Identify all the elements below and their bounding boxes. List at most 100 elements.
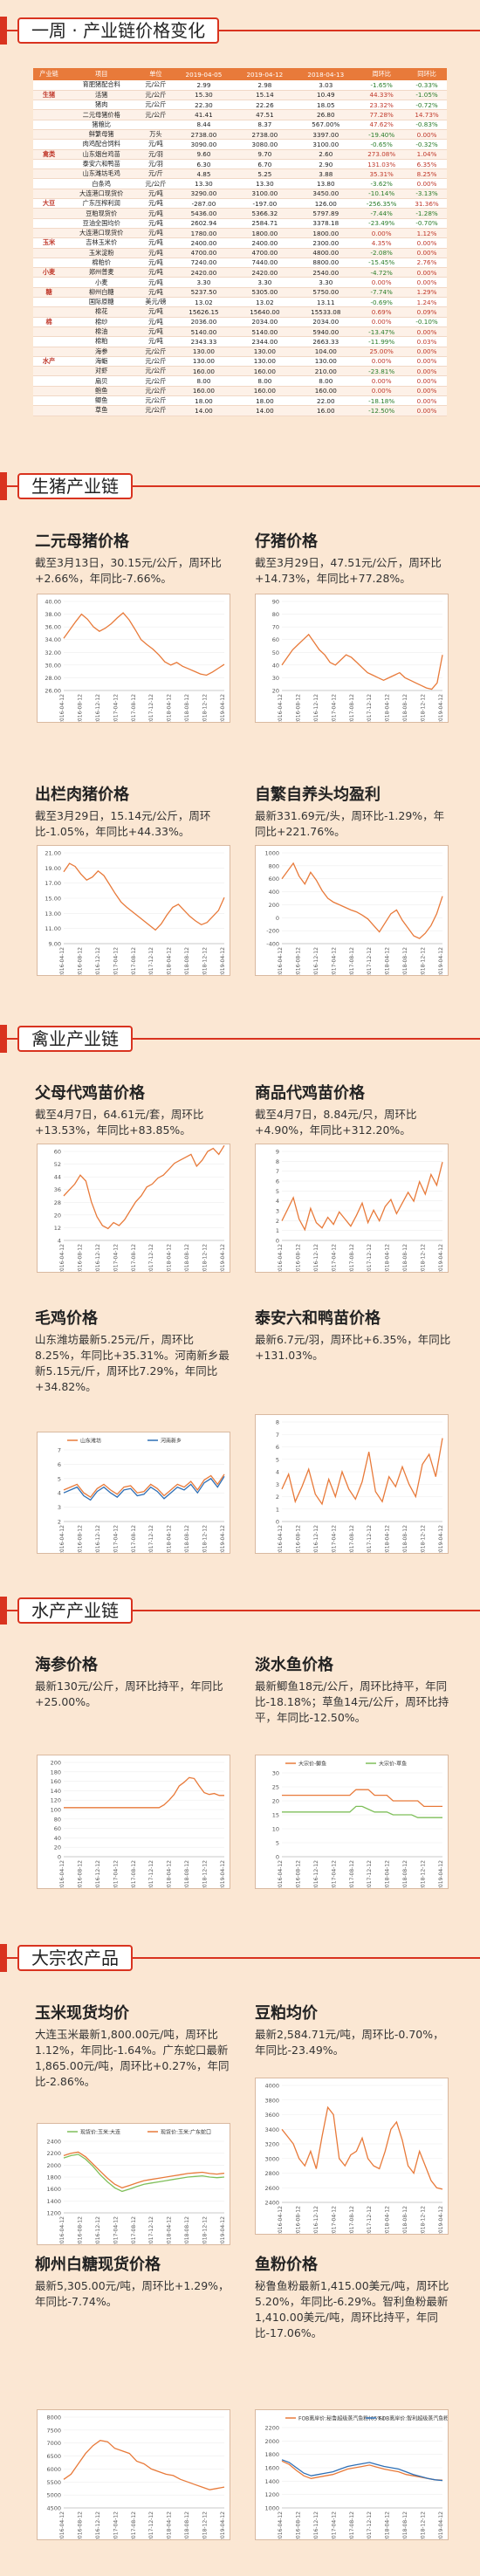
legend-label: 现货价:玉米:大连	[80, 2129, 120, 2136]
table-cell-yoy: 0.00%	[407, 248, 447, 258]
table-cell-a: 41.41	[173, 109, 235, 120]
table-cell-unit: 元/吨	[138, 336, 174, 347]
table-header-cell: 产业链	[33, 68, 65, 80]
x-tick-label: 2018-04-12	[385, 694, 391, 722]
card-text: 截至3月29日，15.14元/公斤，周环比-1.05%，年同比+44.33%。	[35, 809, 211, 838]
y-tick-label: 2	[276, 1218, 279, 1225]
table-cell-wow: 0.00%	[356, 375, 408, 387]
card-text: 截至4月7日，64.61元/套，周环比+13.53%，年同比+83.85%。	[35, 1108, 204, 1137]
table-cell-yoy: -0.72%	[407, 100, 447, 111]
y-tick-label: 3200	[264, 2141, 279, 2148]
x-tick-label: 2018-08-12	[184, 2216, 190, 2244]
table-cell-item: 对虾	[65, 366, 139, 377]
x-tick-label: 2017-08-12	[131, 1860, 137, 1888]
series-line	[63, 1144, 225, 1230]
x-tick-label: 2018-12-12	[202, 947, 209, 975]
table-cell-wow: 35.31%	[356, 168, 408, 180]
table-cell-unit: 元/吨	[138, 258, 174, 269]
x-tick-label: 2017-08-12	[349, 947, 355, 975]
x-tick-label: 2016-04-12	[59, 1860, 65, 1888]
table-cell-b: 2.98	[234, 80, 296, 91]
y-tick-label: 7	[58, 1447, 61, 1454]
table-cell-item: 玉米淀粉	[65, 248, 139, 258]
table-cell-unit: 元/公斤	[138, 356, 174, 368]
x-tick-label: 2018-04-12	[385, 1244, 391, 1272]
legend-label: 现货价:玉米:广东蛇口	[161, 2129, 211, 2136]
x-tick-label: 2018-04-12	[167, 694, 173, 722]
x-tick-label: 2019-04-12	[438, 2511, 444, 2539]
table-cell-wow: 131.03%	[356, 159, 408, 170]
table-cell-b: 3.30	[234, 277, 296, 288]
table-cell-unit: 元/公斤	[138, 347, 174, 357]
card-sugar: 柳州白糖现货价格 最新5,305.00元/吨，周环比+1.29%，年同比-7.7…	[35, 2252, 231, 2310]
table-row: 豆粕现货价 元/吨 5436.00 5366.32 5797.89 -7.44% -1.28…	[33, 208, 447, 219]
y-tick-label: 80	[54, 1816, 61, 1823]
x-tick-label: 2019-04-12	[438, 1860, 444, 1888]
y-tick-label: 0	[276, 1238, 279, 1245]
table-cell-item: 棉花	[65, 306, 139, 318]
table-cell-wow: -256.35%	[356, 198, 408, 210]
y-tick-label: 9.00	[49, 941, 61, 948]
card-parent: 父母代鸡苗价格 截至4月7日，64.61元/套，周环比+13.53%，年同比+8…	[35, 1081, 231, 1138]
table-cell-a: 13.30	[173, 178, 235, 189]
x-tick-label: 2017-12-12	[367, 947, 373, 975]
x-tick-label: 2017-12-12	[148, 2511, 154, 2539]
series-line-2	[282, 1805, 442, 1818]
y-tick-label: 1800	[46, 2174, 61, 2181]
y-tick-label: 1400	[46, 2198, 61, 2205]
table-cell-cat	[33, 347, 65, 357]
card-fish: 鱼粉价格 秘鲁鱼粉最新1,415.00美元/吨，周环比5.20%，年同比-6.2…	[255, 2252, 451, 2341]
x-tick-label: 2018-12-12	[202, 1525, 209, 1553]
table-cell-unit: 元/吨	[138, 277, 174, 288]
x-tick-label: 2016-04-12	[59, 2511, 65, 2539]
section-header-weekly: 一周 · 产业链价格变化	[0, 9, 480, 52]
y-tick-label: 6	[58, 1461, 61, 1468]
table-cell-a: 6.30	[173, 159, 235, 170]
table-cell-cat	[33, 258, 65, 269]
y-tick-label: 2	[58, 1519, 61, 1526]
y-tick-label: 1400	[264, 2478, 279, 2485]
table-cell-cat	[33, 386, 65, 397]
table-cell-unit: 元/斤	[138, 168, 174, 180]
table-cell-yoy: 0.00%	[407, 237, 447, 249]
card-broiler: 毛鸡价格 山东潍坊最新5.25元/斤，周环比8.25%，年同比+35.31%。河…	[35, 1306, 231, 1395]
table-cell-c: 16.00	[295, 405, 357, 416]
table-cell-unit: 元/公斤	[138, 109, 174, 120]
x-tick-label: 2018-04-12	[385, 1525, 391, 1553]
card-title: 海参价格	[35, 1656, 98, 1674]
table-cell-item: 大连港口现货价	[65, 189, 139, 200]
x-tick-label: 2017-12-12	[148, 2216, 154, 2244]
x-tick-label: 2016-08-12	[77, 1860, 83, 1888]
table-cell-b: 4700.00	[234, 248, 296, 258]
table-cell-b: 130.00	[234, 347, 296, 357]
y-tick-label: 2200	[46, 2150, 61, 2157]
table-cell-b: 47.51	[234, 109, 296, 120]
table-cell-c: 15533.08	[295, 306, 357, 318]
x-tick-label: 2019-04-12	[220, 2216, 226, 2244]
x-tick-label: 2018-12-12	[421, 2206, 427, 2234]
table-cell-item: 国际原糖	[65, 297, 139, 308]
table-cell-unit: 元/吨	[138, 317, 174, 327]
x-tick-label: 2016-08-12	[295, 2206, 301, 2234]
x-tick-label: 2019-04-12	[438, 947, 444, 975]
card-title: 仔猪价格	[255, 532, 318, 551]
x-tick-label: 2018-12-12	[202, 694, 209, 722]
table-cell-unit: 元/吨	[138, 218, 174, 229]
table-cell-wow: 0.69%	[356, 306, 408, 318]
table-cell-wow: -18.18%	[356, 395, 408, 407]
table-cell-b: 3080.00	[234, 139, 296, 150]
x-tick-label: 2017-12-12	[148, 1244, 154, 1272]
table-row: 大豆 广东压榨利润 元/吨 -287.00 -197.00 126.00 -256.35% 3…	[33, 198, 447, 210]
card-text: 秘鲁鱼粉最新1,415.00美元/吨，周环比5.20%，年同比-6.29%。智利…	[255, 2279, 449, 2339]
table-cell-cat	[33, 168, 65, 180]
table-cell-yoy: 0.00%	[407, 386, 447, 397]
table-cell-a: 4.85	[173, 168, 235, 180]
table-cell-item: 豆油全国均价	[65, 218, 139, 229]
x-tick-label: 2016-08-12	[77, 2216, 83, 2244]
table-cell-a: 2602.94	[173, 218, 235, 229]
table-cell-item: 泰安六和鸭苗	[65, 159, 139, 170]
y-tick-label: 36	[54, 1186, 61, 1193]
card-profit: 自繁自养头均盈利 最新331.69元/头，周环比-1.29%，年同比+221.7…	[255, 782, 451, 840]
table-cell-wow: 23.32%	[356, 100, 408, 111]
y-tick-label: 21.00	[45, 850, 61, 857]
